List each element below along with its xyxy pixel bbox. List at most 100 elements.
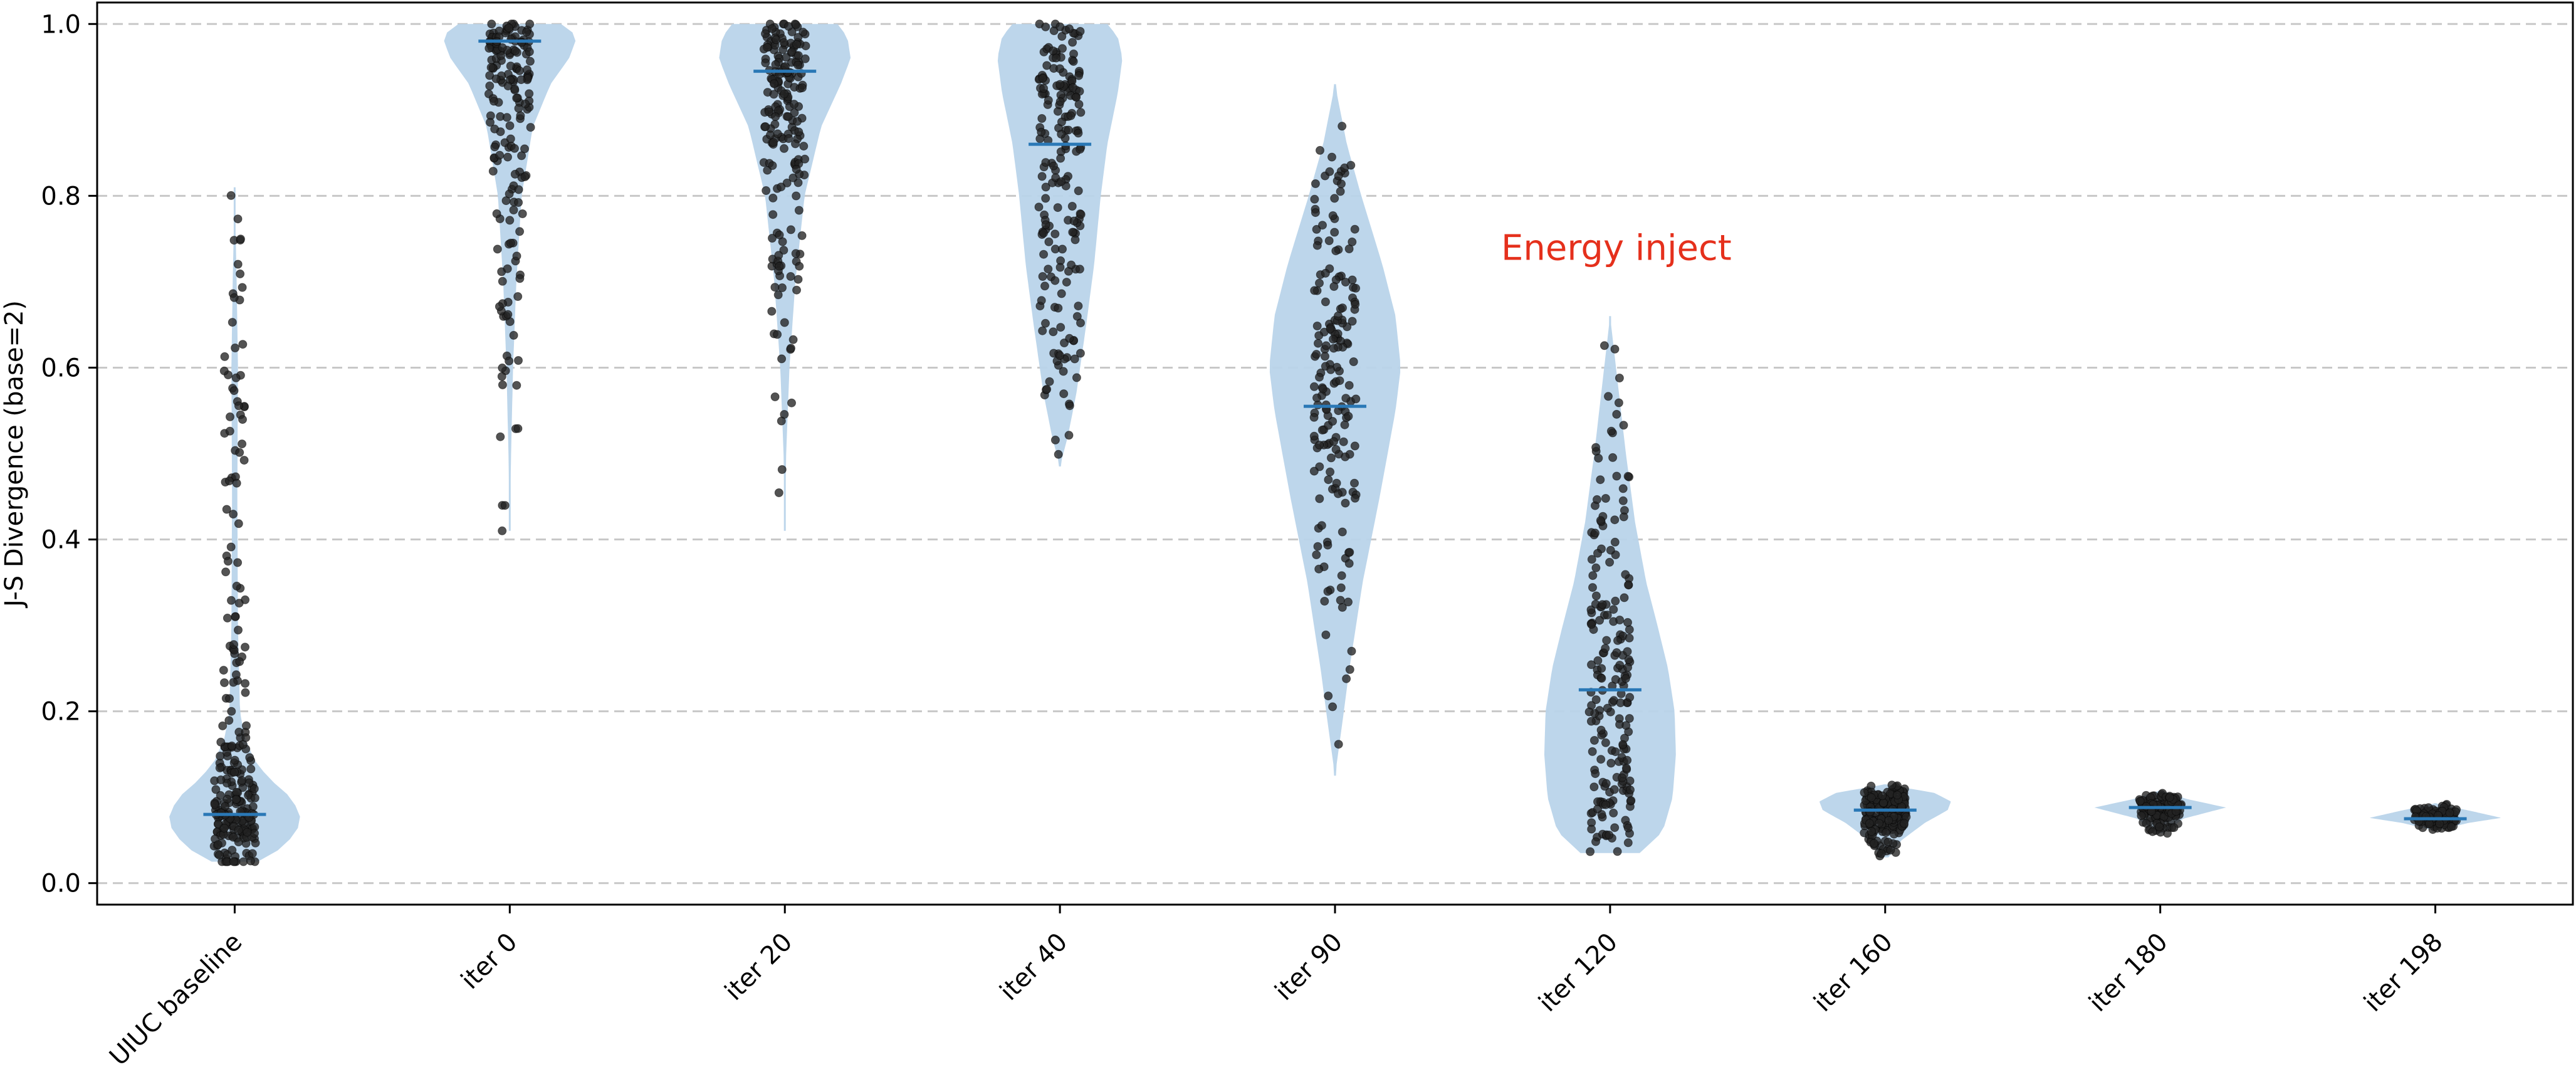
data-point <box>1332 478 1341 488</box>
data-point <box>774 251 783 260</box>
data-point <box>1321 630 1331 639</box>
data-point <box>1321 352 1329 361</box>
data-point <box>1315 278 1324 288</box>
data-point <box>1351 300 1360 309</box>
data-point <box>793 51 803 60</box>
data-point <box>1344 381 1354 390</box>
data-point <box>515 227 525 236</box>
data-point <box>242 721 251 730</box>
data-point <box>226 542 236 552</box>
data-point <box>1591 837 1600 846</box>
data-point <box>1318 221 1327 230</box>
data-point <box>1055 22 1065 31</box>
data-point <box>241 733 251 742</box>
data-point <box>213 840 223 849</box>
data-point <box>485 81 495 90</box>
data-point <box>1334 311 1343 320</box>
data-point <box>1321 268 1330 278</box>
data-point <box>249 784 259 794</box>
data-point <box>761 58 770 68</box>
data-point <box>216 791 225 800</box>
data-point <box>229 386 239 396</box>
data-point <box>1329 437 1339 446</box>
data-point <box>1336 187 1345 196</box>
data-point <box>1623 755 1632 765</box>
data-point <box>766 130 775 140</box>
data-point <box>229 293 239 302</box>
data-point <box>793 117 802 126</box>
data-point <box>1344 244 1354 253</box>
data-point <box>239 456 249 465</box>
data-point <box>219 666 228 675</box>
data-point <box>1311 179 1320 188</box>
data-point <box>1054 449 1063 459</box>
data-point <box>774 488 783 497</box>
data-point <box>229 640 238 649</box>
data-point <box>1324 236 1334 245</box>
data-point <box>522 28 531 37</box>
data-point <box>1044 95 1053 105</box>
data-point <box>784 134 793 143</box>
data-point <box>1875 819 1883 828</box>
data-point <box>505 216 515 225</box>
data-point <box>1315 372 1324 382</box>
data-point <box>769 90 778 99</box>
data-point <box>1604 392 1613 401</box>
data-point <box>780 89 789 98</box>
data-point <box>1050 435 1060 444</box>
data-point <box>799 142 809 151</box>
data-point <box>1320 597 1329 606</box>
data-point <box>1071 235 1080 244</box>
data-point <box>233 260 243 269</box>
data-point <box>231 795 241 804</box>
data-point <box>1309 382 1319 391</box>
data-point <box>510 144 519 153</box>
data-point <box>231 373 241 382</box>
data-point <box>1312 550 1321 559</box>
data-point <box>1623 471 1633 481</box>
data-point <box>486 63 496 72</box>
data-point <box>525 89 534 98</box>
data-point <box>1616 698 1625 708</box>
data-point <box>220 352 229 361</box>
data-point <box>1039 250 1049 259</box>
data-point <box>1038 74 1047 83</box>
data-point <box>786 272 795 281</box>
data-point <box>1347 646 1356 656</box>
data-point <box>1058 44 1067 53</box>
data-point <box>1614 398 1623 407</box>
data-point <box>1623 663 1633 672</box>
data-point <box>1893 791 1902 800</box>
y-tick-label: 0.2 <box>41 698 81 727</box>
data-point <box>1328 211 1338 220</box>
data-point <box>1344 597 1353 607</box>
data-point <box>220 824 229 833</box>
data-point <box>228 846 237 855</box>
data-point <box>516 111 525 120</box>
data-point <box>778 283 787 292</box>
data-point <box>1594 453 1603 463</box>
data-point <box>1329 344 1338 353</box>
data-point <box>230 767 239 777</box>
data-point <box>498 380 507 389</box>
data-point <box>1334 489 1343 498</box>
data-point <box>780 144 788 153</box>
data-point <box>1340 420 1349 429</box>
data-point <box>506 134 515 144</box>
data-point <box>229 510 238 519</box>
data-point <box>221 567 231 577</box>
data-point <box>1336 583 1346 592</box>
data-point <box>770 283 780 292</box>
data-point <box>1344 412 1353 421</box>
data-point <box>506 238 515 248</box>
data-point <box>1883 838 1893 847</box>
data-point <box>1593 656 1603 665</box>
data-point <box>782 53 791 62</box>
data-point <box>1054 303 1063 313</box>
data-point <box>248 849 257 858</box>
data-point <box>1040 281 1049 291</box>
data-point <box>1601 779 1611 788</box>
data-point <box>777 182 786 192</box>
data-point <box>1887 780 1897 790</box>
data-point <box>495 302 504 311</box>
